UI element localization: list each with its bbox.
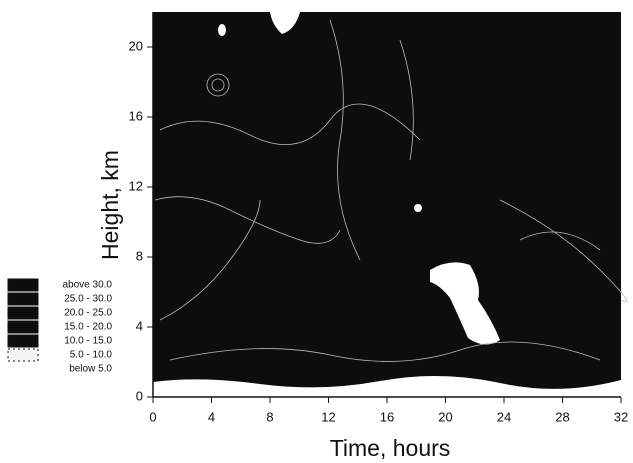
y-tick-label: 16	[129, 108, 143, 123]
legend-label: 25.0 - 30.0	[64, 294, 112, 305]
legend-swatch	[7, 278, 39, 292]
x-tick-label: 24	[497, 409, 511, 424]
x-tick-label: 12	[321, 409, 335, 424]
low-region	[218, 24, 226, 36]
y-tick-label: 0	[136, 388, 143, 403]
plot-background	[153, 12, 621, 397]
x-tick-label: 8	[266, 409, 273, 424]
legend-swatch	[7, 306, 39, 320]
x-tick-label: 32	[614, 409, 628, 424]
x-tick-label: 28	[555, 409, 569, 424]
y-tick-label: 12	[129, 178, 143, 193]
y-tick-label: 4	[136, 318, 143, 333]
legend-swatch	[7, 292, 39, 306]
low-region	[153, 375, 621, 397]
x-axis-label: Time, hours	[330, 435, 451, 461]
plot-field	[153, 12, 628, 397]
low-region	[430, 262, 500, 345]
contour-lines	[154, 19, 628, 362]
x-tick-label: 16	[380, 409, 394, 424]
legend-label: 15.0 - 20.0	[64, 322, 112, 333]
legend-label: 5.0 - 10.0	[70, 350, 113, 361]
x-tick-label: 4	[208, 409, 215, 424]
legend-swatch	[7, 348, 39, 362]
y-axis-label: Height, km	[97, 150, 123, 260]
y-tick-label: 20	[129, 38, 143, 53]
low-region	[270, 12, 300, 34]
y-tick-label: 8	[136, 248, 143, 263]
x-tick-label: 20	[438, 409, 452, 424]
low-region	[414, 204, 422, 212]
legend-label: above 30.0	[63, 280, 113, 291]
legend-swatch	[7, 320, 39, 334]
legend-label: below 5.0	[69, 364, 112, 375]
legend-label: 10.0 - 15.0	[64, 336, 112, 347]
x-tick-label: 0	[149, 409, 156, 424]
legend-swatch	[7, 334, 39, 348]
legend-label: 20.0 - 25.0	[64, 308, 112, 319]
